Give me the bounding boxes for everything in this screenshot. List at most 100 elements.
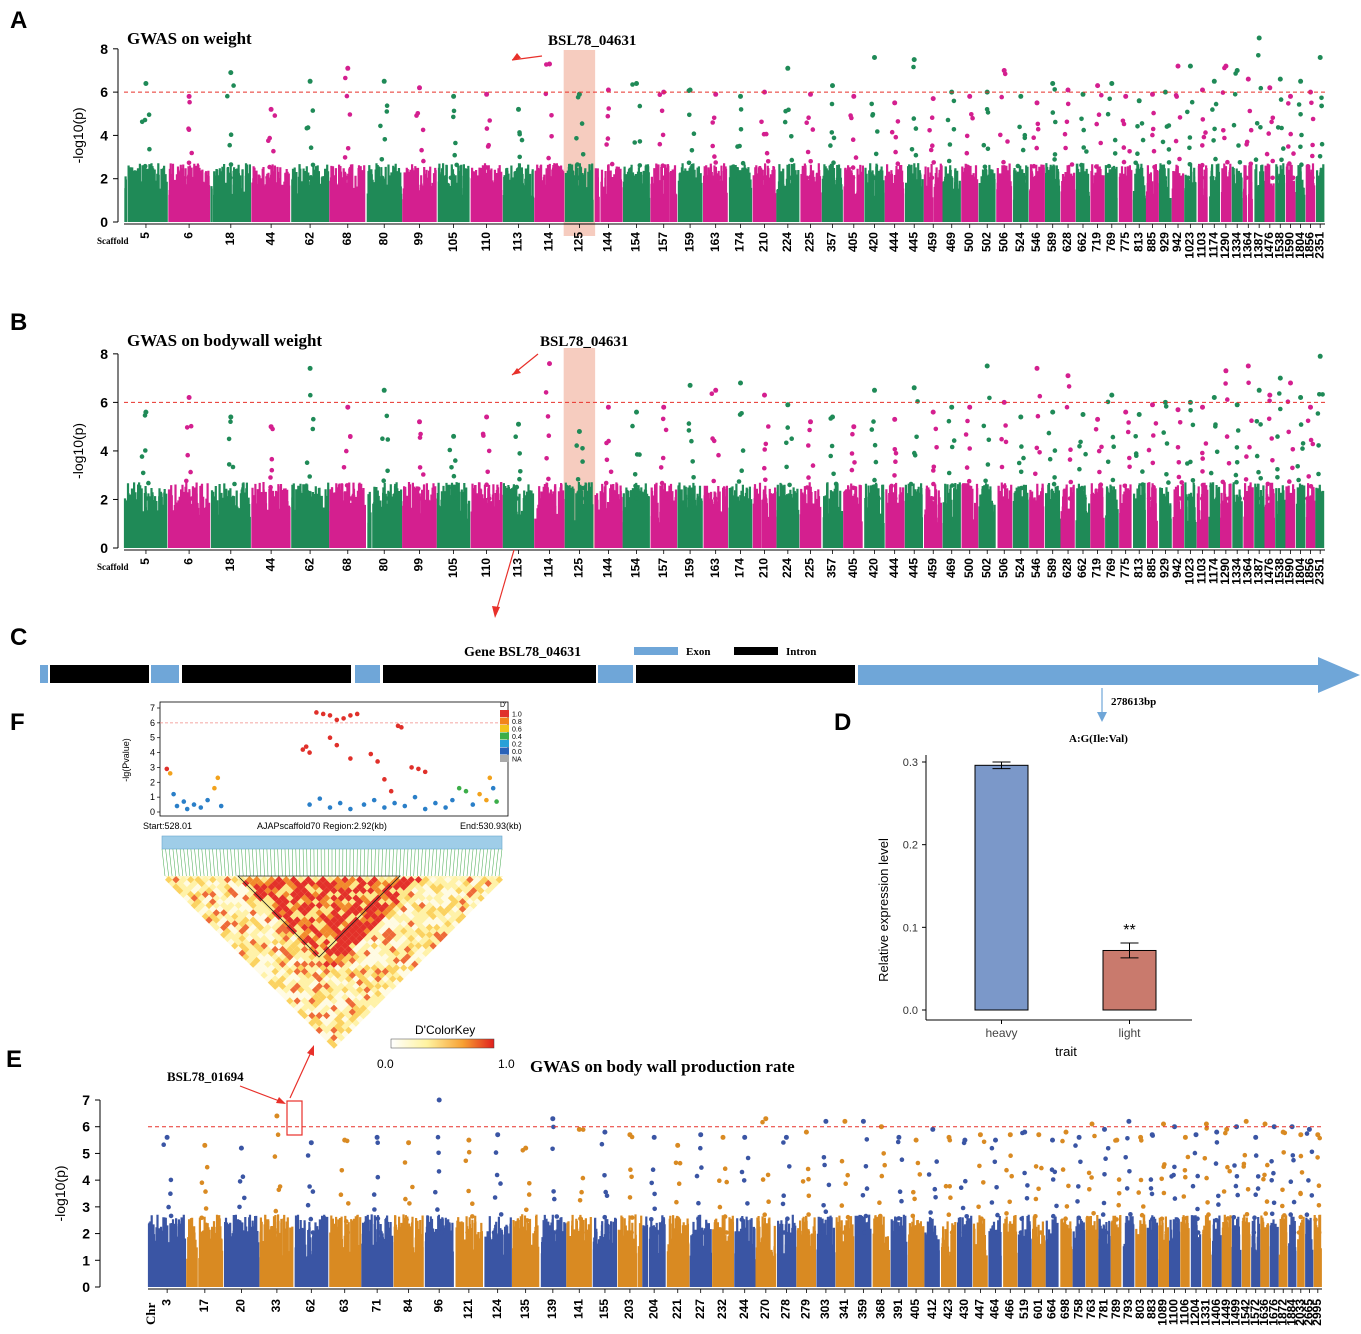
ld-cell: [300, 909, 309, 917]
panel-a-snp-point: [930, 143, 935, 148]
panel-e-scaffold-body: [666, 1215, 690, 1287]
panel-a-snp-point: [454, 162, 460, 168]
panel-b-peak-point: [1308, 404, 1313, 410]
panel-a-snp-point: [549, 134, 554, 139]
panel-f-snp-point: [399, 725, 404, 730]
panel-e-scaffold-body: [924, 1217, 940, 1287]
panel-a-snp-point: [1319, 103, 1324, 109]
panel-b-snp-point: [1278, 496, 1284, 501]
panel-e-scaffold-1100: [1169, 1124, 1181, 1287]
panel-e-x-tick-label: 1100: [1167, 1299, 1181, 1325]
panel-a-peak-point: [1211, 78, 1217, 84]
panel-e-x-tick-label: 155: [597, 1299, 611, 1319]
panel-e-snp-point: [580, 1230, 585, 1235]
panel-a-peak-point: [1095, 83, 1101, 89]
panel-b-x-tick-label: 942: [1170, 558, 1184, 578]
panel-f-snp-point: [433, 800, 438, 806]
panel-b-scaffold-110: [470, 414, 503, 548]
panel-e-peak-point: [783, 1134, 789, 1140]
panel-b-peak-point: [830, 414, 835, 420]
panel-e-snp-point: [1104, 1230, 1109, 1235]
panel-a-snp-point: [999, 94, 1004, 100]
panel-e-snp-point: [912, 1196, 917, 1202]
ld-cell: [271, 960, 279, 968]
ld-cell: [249, 894, 257, 902]
panel-e-x-tick-label: 789: [1109, 1299, 1123, 1319]
panel-b-snp-point: [785, 425, 790, 430]
ld-cell: [293, 938, 301, 946]
ld-cell: [403, 938, 412, 946]
panel-e-snp-point: [465, 1230, 470, 1235]
panel-b-snp-point: [892, 447, 898, 452]
ld-cell: [367, 909, 375, 917]
ld-cell: [381, 975, 390, 983]
panel-e-scaffold-body: [1122, 1215, 1135, 1287]
ld-cell: [253, 898, 261, 906]
panel-a-snp-point: [1202, 175, 1208, 181]
panel-d-bar-heavy: [974, 764, 1029, 1011]
panel-a-snp-point: [1270, 175, 1275, 181]
panel-a-snp-point: [1248, 127, 1254, 133]
panel-e-scaffold-body: [972, 1215, 988, 1287]
panel-a-snp-point: [384, 109, 390, 114]
panel-e-snp-point: [1216, 1202, 1221, 1207]
panel-e-scaffold-body: [1211, 1215, 1222, 1287]
ld-cell: [378, 978, 386, 987]
panel-e-snp-point: [1290, 1153, 1296, 1158]
ld-cell: [403, 916, 412, 924]
panel-a-peak-point: [634, 81, 639, 86]
ld-cell: [458, 876, 467, 884]
panel-e-x-prefix: Chr: [143, 1302, 158, 1325]
panel-a-snp-point: [710, 143, 715, 149]
ld-cell: [433, 887, 441, 895]
panel-a-snp-point: [637, 163, 643, 168]
panel-a-snp-point: [1001, 159, 1006, 165]
panel-b-snp-point: [966, 478, 972, 484]
panel-b-scaffold-body: [703, 485, 728, 548]
panel-b-snp-point: [1316, 471, 1321, 477]
panel-a-snp-point: [1005, 139, 1010, 144]
panel-e-snp-point: [1161, 1190, 1167, 1196]
panel-e-x-tick-label: 203: [622, 1299, 636, 1319]
ld-cell: [345, 1011, 353, 1020]
panel-b-x-tick-label: 174: [733, 558, 747, 578]
panel-e-scaffold-155: [592, 1129, 617, 1287]
ld-cell: [392, 927, 401, 935]
panel-a-scaffold-1364: [1242, 76, 1254, 222]
panel-e-snp-point: [1232, 1163, 1237, 1168]
panel-a-scaffold-1290: [1220, 63, 1232, 222]
panel-b-snp-point: [914, 434, 919, 440]
panel-e-snp-point: [470, 1214, 475, 1219]
panel-a-snp-point: [810, 127, 816, 132]
panel-e-scaffold-1449: [1221, 1126, 1232, 1287]
panel-d-label: D: [834, 709, 851, 736]
panel-a-snp-point: [1105, 111, 1111, 117]
ld-cell: [370, 949, 379, 957]
panel-b-snp-point: [739, 468, 744, 474]
panel-d-y-tick-label: 0.3: [903, 757, 918, 769]
panel-b-peak-point: [345, 404, 351, 410]
panel-e-snp-point: [652, 1191, 657, 1197]
panel-e-snp-point: [1263, 1211, 1268, 1216]
panel-e-snp-point: [1231, 1215, 1237, 1220]
panel-b-snp-point: [1110, 477, 1116, 483]
panel-e-scaffold-391: [890, 1134, 908, 1287]
ld-cell: [389, 909, 397, 917]
ld-cell: [381, 989, 390, 998]
panel-e-scaffold-body: [835, 1215, 855, 1287]
panel-a-peak-point: [930, 96, 936, 102]
ld-cell: [370, 905, 379, 913]
panel-b-snp-point: [311, 416, 316, 422]
ld-cell: [414, 898, 423, 906]
ld-cell: [256, 901, 265, 910]
panel-a-scaffold-80: [366, 78, 403, 222]
panel-b-snp-point: [1001, 496, 1007, 501]
ld-cell: [356, 971, 364, 979]
panel-a-peak-point: [345, 65, 351, 71]
panel-a-snp-point: [1244, 175, 1249, 181]
panel-b-snp-point: [1209, 484, 1214, 489]
panel-a-scaffold-body: [1118, 165, 1133, 222]
ld-cell: [403, 909, 412, 917]
panel-e-scaffold-204: [642, 1134, 666, 1287]
panel-e-snp-point: [1234, 1230, 1239, 1235]
